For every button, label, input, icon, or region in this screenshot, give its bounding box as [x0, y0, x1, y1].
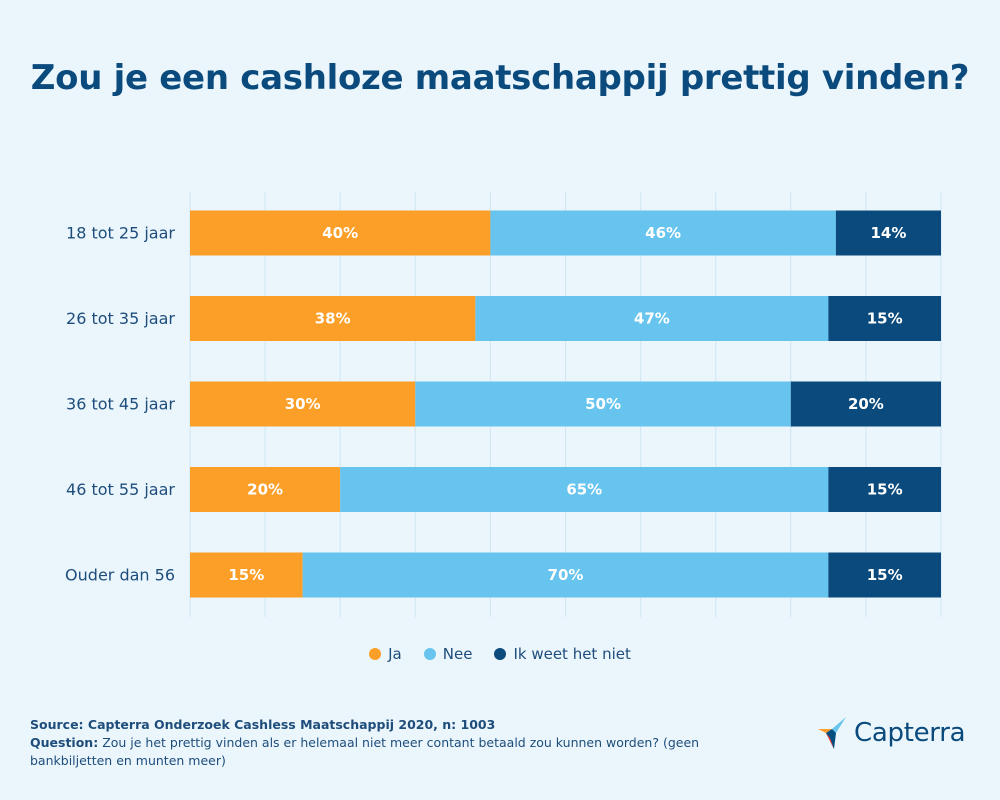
legend-swatch	[369, 648, 382, 660]
category-label: 26 tot 35 jaar	[66, 309, 175, 328]
question-text: Question: Zou je het prettig vinden als …	[30, 734, 710, 770]
category-label: 46 tot 55 jaar	[66, 480, 175, 499]
bar-segment	[190, 296, 476, 341]
bar-segment	[475, 296, 829, 341]
stacked-bar-chart: 18 tot 25 jaar 26 tot 35 jaar 36 tot 45 ja…	[65, 192, 942, 617]
value-label: 40%	[322, 224, 358, 242]
bar-segment	[828, 467, 941, 512]
source-text: Source: Capterra Onderzoek Cashless Maat…	[30, 717, 496, 732]
bar-segment	[828, 296, 941, 341]
bar-segment	[340, 467, 829, 512]
bar-segment	[190, 552, 303, 598]
value-label: 15%	[228, 566, 264, 584]
bar-segment	[190, 381, 416, 427]
bar-segment	[828, 552, 941, 598]
capterra-logo: Capterra	[818, 716, 966, 750]
legend-swatch	[423, 648, 436, 660]
bar-segment	[790, 381, 941, 427]
value-label: 20%	[848, 395, 884, 413]
legend-label: Ik weet het niet	[513, 645, 631, 663]
value-label: 15%	[867, 481, 903, 499]
capterra-logo-icon	[818, 717, 846, 749]
chart-title: Zou je een cashloze maatschappij prettig…	[30, 58, 970, 98]
value-label: 15%	[867, 310, 903, 328]
category-label: Ouder dan 56	[65, 566, 175, 585]
bar-segment	[302, 552, 829, 598]
value-label: 15%	[867, 566, 903, 584]
question-body: Zou je het prettig vinden als er helemaa…	[30, 735, 700, 768]
bar-segment	[190, 467, 341, 512]
value-label: 46%	[645, 224, 681, 242]
value-label: 47%	[634, 310, 670, 328]
value-label: 50%	[585, 395, 621, 413]
bar-segment	[415, 381, 791, 427]
legend-label: Ja	[388, 645, 402, 663]
legend-item: Ja	[369, 645, 402, 663]
value-label: 38%	[315, 310, 351, 328]
capterra-logo-text: Capterra	[854, 718, 966, 748]
category-labels: 18 tot 25 jaar 26 tot 35 jaar 36 tot 45 ja…	[65, 224, 175, 585]
legend-item: Ik weet het niet	[494, 645, 631, 663]
value-label: 30%	[285, 395, 321, 413]
legend-item: Nee	[423, 645, 473, 663]
value-labels: 40% 46% 14% 38% 47% 15% 30% 50% 20% 20% 65% 15% 15% 7…	[228, 224, 906, 584]
footer: Source: Capterra Onderzoek Cashless Maat…	[30, 716, 710, 770]
bar-segment	[835, 210, 941, 256]
legend-label: Nee	[442, 645, 473, 663]
value-label: 65%	[566, 481, 602, 499]
legend-swatch	[494, 648, 507, 660]
bar-segment	[490, 210, 836, 256]
value-label: 14%	[870, 224, 906, 242]
question-label: Question:	[30, 735, 99, 750]
bars	[190, 210, 941, 598]
category-label: 36 tot 45 jaar	[66, 395, 175, 414]
legend: Ja Nee Ik weet het niet	[0, 645, 1000, 663]
value-label: 70%	[548, 566, 584, 584]
value-label: 20%	[247, 481, 283, 499]
category-label: 18 tot 25 jaar	[66, 224, 175, 243]
bar-segment	[190, 210, 491, 256]
